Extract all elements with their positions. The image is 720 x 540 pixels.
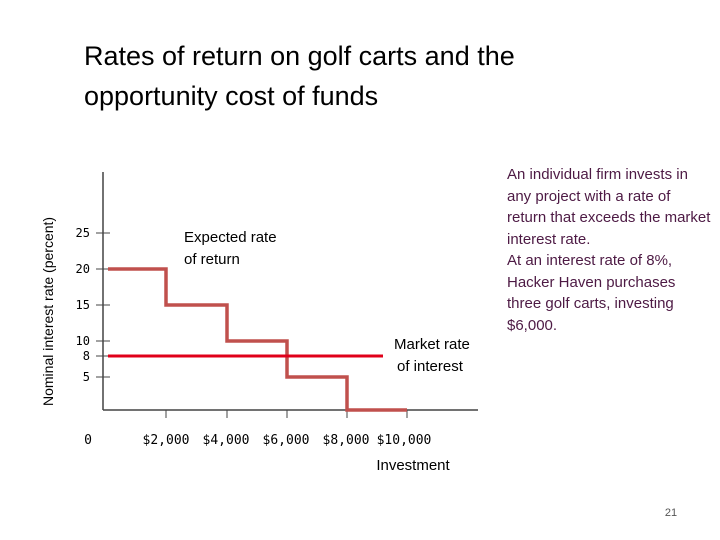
expected-return-step-line bbox=[108, 267, 407, 412]
origin-label: 0 bbox=[84, 433, 92, 448]
y-tick-label: 8 bbox=[83, 349, 90, 363]
page-number: 21 bbox=[664, 507, 678, 519]
x-tick-label: $6,000 bbox=[263, 433, 310, 448]
expected-rate-annotation: Expected rate of return bbox=[184, 229, 281, 268]
x-tick-label: $2,000 bbox=[143, 433, 190, 448]
y-tick-label: 15 bbox=[76, 298, 90, 312]
slide-title: Rates of return on golf carts and the op… bbox=[84, 41, 515, 111]
y-tick-label: 5 bbox=[83, 370, 90, 384]
y-ticks: 25 20 15 10 8 5 bbox=[76, 226, 110, 384]
market-rate-annotation: Market rate of interest bbox=[394, 336, 474, 375]
x-ticks: 0 $2,000 $4,000 $6,000 $8,000 $10,000 bbox=[84, 410, 431, 448]
y-tick-label: 25 bbox=[76, 226, 90, 240]
note-line: At an interest rate of 8%, Hacker Haven … bbox=[507, 252, 676, 334]
x-tick-label: $8,000 bbox=[323, 433, 370, 448]
note-line: An individual firm invests in any projec… bbox=[507, 166, 711, 248]
y-tick-label: 20 bbox=[76, 262, 90, 276]
explanation-note: An individual firm invests in any projec… bbox=[507, 164, 712, 336]
x-tick-label: $10,000 bbox=[377, 433, 432, 448]
x-tick-label: $4,000 bbox=[203, 433, 250, 448]
x-axis-label: Investment bbox=[376, 457, 450, 474]
y-tick-label: 10 bbox=[76, 334, 90, 348]
